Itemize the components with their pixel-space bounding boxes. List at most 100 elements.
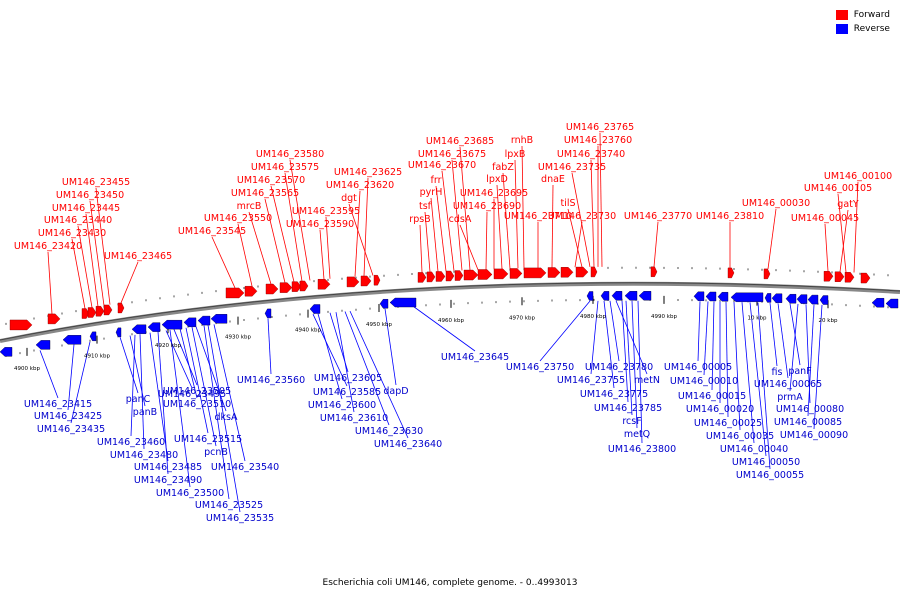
forward-gene-label: dgt [341,193,357,204]
forward-connector [289,159,311,281]
reverse-connector [195,326,227,412]
forward-connector [430,197,439,272]
reverse-gene-label: UM146_23630 [355,426,423,437]
forward-connector [441,170,455,271]
forward-gene-arrow [95,306,105,317]
reverse-gene-arrow [197,315,211,326]
reverse-gene-label: panC [126,394,151,405]
forward-gene-label: tsf [419,201,432,212]
forward-gene-label: gatY [837,199,859,210]
reverse-gene-label: UM146_23490 [134,475,202,486]
scale-label: 10 kbp [748,316,767,322]
reverse-connector [590,300,599,375]
reverse-connector [741,302,755,444]
reverse-connector [179,328,198,399]
forward-gene-label: tilS [560,198,575,209]
forward-gene-label: UM146_23625 [334,167,402,178]
legend-reverse-label: Reverse [853,24,890,34]
forward-gene-label: UM146_23580 [256,149,324,160]
forward-connector [485,211,488,270]
forward-connector [71,238,86,309]
reverse-gene-label: UM146_00020 [686,404,754,415]
reverse-connector [813,304,823,430]
reverse-gene-label: UM146_23645 [441,352,509,363]
forward-gene-arrow [103,304,113,316]
reverse-gene-arrow [885,298,899,309]
legend-forward: Forward [835,8,890,22]
reverse-gene-label: UM146_23480 [110,450,178,461]
reverse-gene-arrow [161,319,183,330]
reverse-gene-label: UM146_00010 [670,376,738,387]
forward-gene-arrow [435,271,446,282]
reverse-gene-arrow [379,299,389,309]
forward-connector [521,145,525,269]
reverse-connector [317,313,343,400]
reverse-connector [119,336,139,394]
forward-gene-arrow [463,269,479,281]
reverse-gene-label: prmA [777,392,803,403]
figure-caption: Escherichia coli UM146, complete genome.… [322,578,578,588]
scale-label: 4960 kbp [438,318,464,324]
reverse-gene-label: UM146_00085 [774,417,842,428]
reverse-gene-arrow [807,294,819,305]
scale-label: 4990 kbp [651,314,677,320]
reverse-gene-label: UM146_23495 [158,389,226,400]
reverse-gene-label: UM146_23435 [37,424,105,435]
forward-gene-arrow [763,268,771,280]
forward-gene-arrow [426,271,436,283]
reverse-gene-label: UM146_23515 [174,434,242,445]
reverse-connector [312,313,348,387]
forward-gene-arrow [575,266,589,278]
forward-connector [451,159,463,271]
forward-connector [590,159,595,267]
legend-forward-label: Forward [853,10,890,20]
legend-reverse: Reverse [835,22,890,36]
scale-label: 20 kbp [819,318,838,324]
forward-connector [599,132,603,267]
scale-label: 4900 kbp [14,366,40,372]
forward-gene-label: UM146_23710 [504,211,572,222]
reverse-gene-arrow [693,291,705,301]
reverse-gene-arrow [705,291,717,302]
forward-connector [514,159,519,269]
reverse-gene-label: UM146_23600 [308,400,376,411]
reverse-connector [157,331,169,475]
legend: Forward Reverse [835,8,890,36]
forward-gene-arrow [560,267,574,278]
reverse-gene-label: UM146_23610 [320,413,388,424]
reverse-connector [807,304,815,417]
forward-gene-label: UM146_00100 [824,171,892,182]
reverse-gene-label: UM146_23460 [97,437,165,448]
reverse-gene-label: UM146_00055 [736,470,804,481]
reverse-connector [631,300,638,429]
reverse-gene-label: UM146_23775 [580,389,648,400]
reverse-gene-arrow [62,335,82,345]
reverse-connector [625,300,633,416]
forward-gene-label: UM146_23440 [44,215,112,226]
forward-connector [571,172,591,268]
reverse-gene-arrow [624,291,638,301]
forward-gene-label: UM146_23735 [538,162,606,173]
forward-connector [496,184,503,269]
forward-gene-arrow [523,267,547,279]
reverse-connector [697,301,701,362]
reverse-connector [384,308,397,386]
reverse-gene-label: UM146_23535 [206,513,274,524]
forward-connector [853,181,859,273]
scale-label: 4920 kbp [155,343,181,349]
reverse-connector [213,324,246,462]
forward-gene-label: UM146_23455 [62,177,130,188]
reverse-gene-arrow [35,340,51,350]
forward-gene-label: lpxB [505,149,526,160]
reverse-gene-label: UM146_23500 [156,488,224,499]
forward-gene-arrow [834,271,845,282]
reverse-gene-label: UM146_00015 [678,391,746,402]
reverse-gene-arrow [183,317,197,328]
forward-gene-label: UM146_23770 [624,211,692,222]
forward-gene-label: UM146_23765 [566,122,634,133]
forward-gene-arrow [373,274,381,286]
forward-gene-label: UM146_23730 [548,211,616,222]
reverse-connector [603,300,615,389]
reverse-gene-label: UM146_23750 [506,362,574,373]
